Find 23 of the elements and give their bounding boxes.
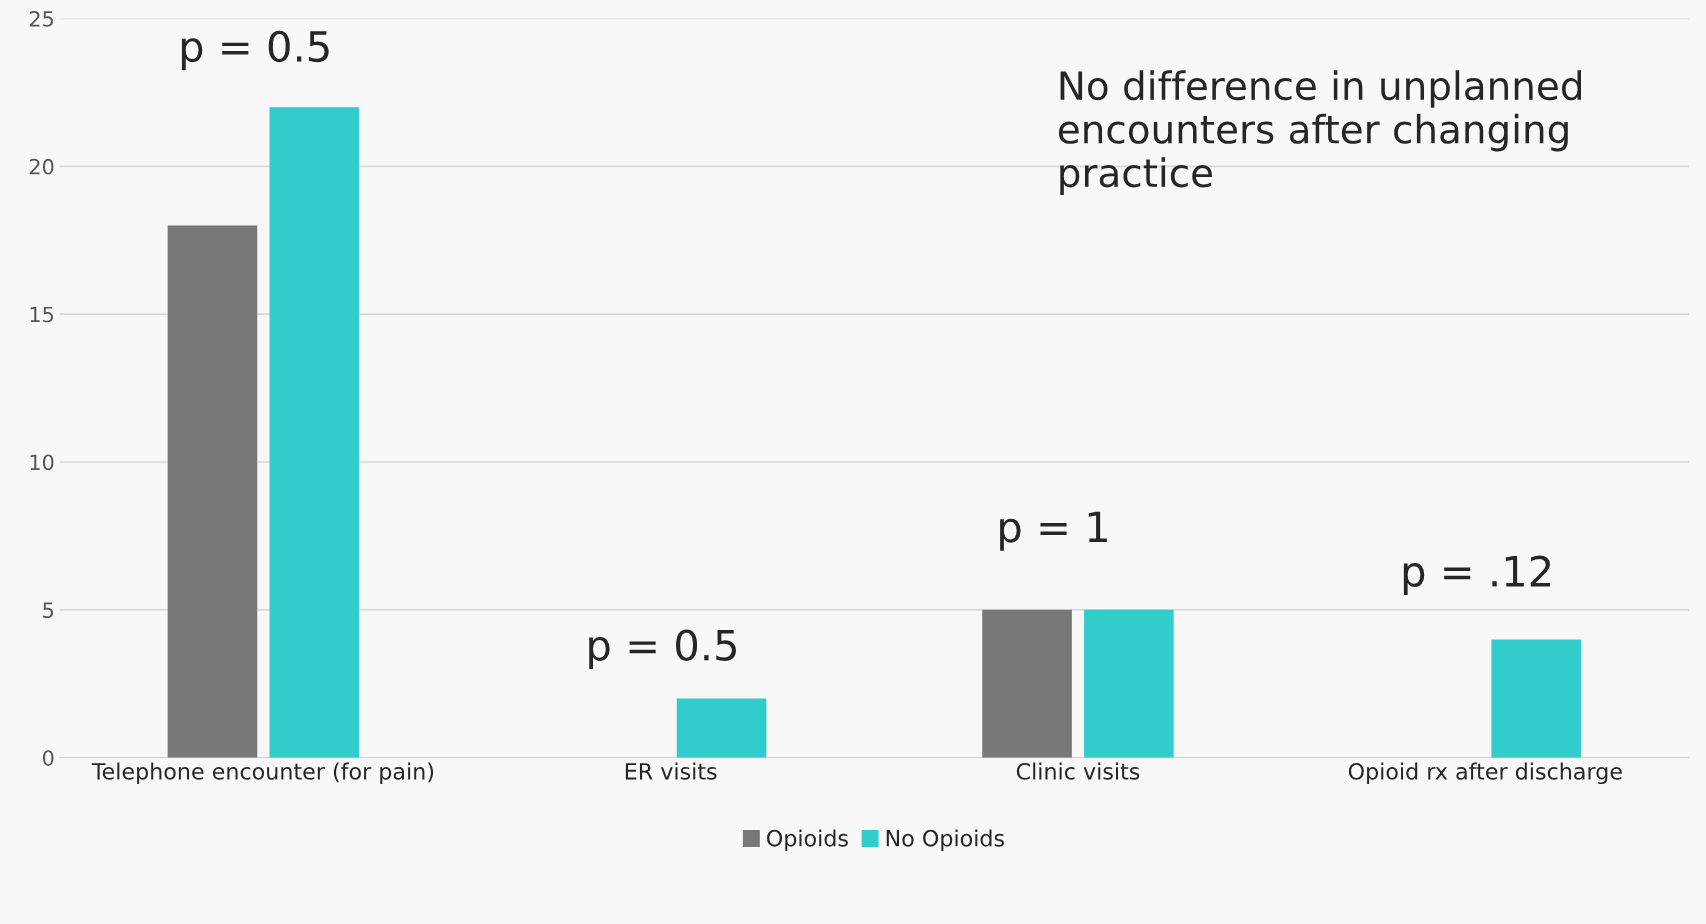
x-tick-label: ER visits bbox=[625, 762, 717, 780]
bar bbox=[1491, 639, 1581, 758]
annotation: p = 0.5 bbox=[181, 30, 329, 71]
legend-label: No Opioids bbox=[886, 829, 1004, 851]
x-tick-label: Opioid rx after discharge bbox=[1348, 762, 1622, 785]
bar bbox=[1084, 609, 1174, 758]
legend-label: Opioids bbox=[767, 829, 848, 851]
y-tick-label: 25 bbox=[29, 10, 54, 27]
annotation: p = 1 bbox=[1000, 511, 1107, 551]
annotation: p = .12 bbox=[1403, 555, 1551, 596]
bar bbox=[269, 107, 360, 758]
y-tick-label: 10 bbox=[30, 454, 54, 471]
annotation: No difference in unplanned encounters after changing practice bbox=[1058, 70, 1581, 195]
y-tick-label: 5 bbox=[43, 602, 54, 619]
y-tick-label: 20 bbox=[29, 158, 54, 175]
bar bbox=[167, 225, 258, 758]
bar bbox=[982, 609, 1072, 758]
x-tick-label: Clinic visits bbox=[1016, 762, 1140, 780]
bar bbox=[676, 698, 767, 758]
y-tick-label: 15 bbox=[30, 306, 54, 323]
annotation: p = 0.5 bbox=[589, 629, 736, 669]
y-tick-label: 0 bbox=[42, 750, 54, 766]
x-tick-label: Telephone encounter (for pain) bbox=[91, 762, 434, 785]
